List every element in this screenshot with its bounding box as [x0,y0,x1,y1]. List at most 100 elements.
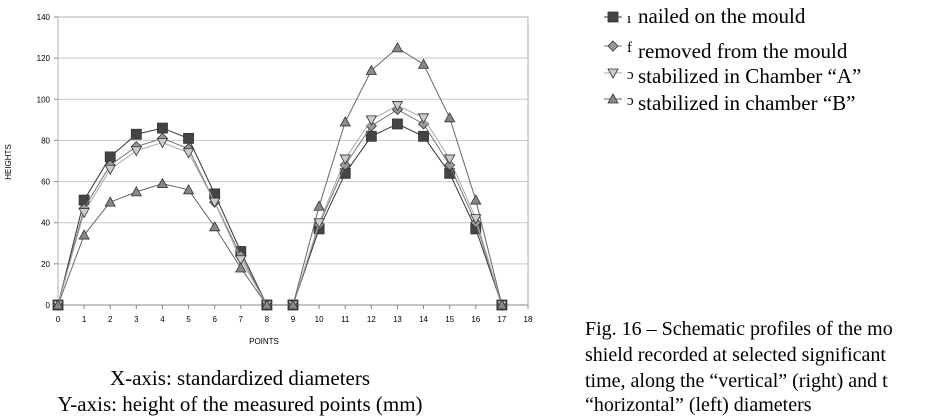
x-tick-label-4: 4 [160,315,165,324]
data-point-s2-x13 [391,101,404,112]
data-point-s3-x5 [182,183,195,195]
data-point-s1-x11 [339,159,351,171]
x-tick-label-2: 2 [108,315,113,324]
legend-stub-label-3: ɔ [627,93,634,109]
x-tick-label-10: 10 [315,315,324,324]
x-tick-label-5: 5 [186,315,191,324]
series-line-0 [57,123,503,306]
data-point-s3-x3 [130,186,143,197]
y-tick-label-40: 40 [41,219,50,228]
data-point-s2-x5 [182,148,195,159]
figure-caption-line-4: “horizontal” (left) diameters [585,394,812,416]
legend-marker-0 [607,11,619,23]
y-tick-label-0: 0 [46,301,51,310]
legend-marker-3 [607,93,619,104]
data-point-s3-x9 [287,299,299,310]
legend-stub-label-0: ı [627,11,631,27]
y-tick-label-60: 60 [41,178,50,187]
legend-label-nailed: nailed on the mould [638,4,806,28]
data-point-s0-x3 [130,128,142,140]
y-tick-label-80: 80 [41,136,50,145]
data-point-s2-x15 [443,154,456,165]
x-tick-label-6: 6 [212,315,217,324]
data-point-s2-x16 [470,214,482,225]
legend-label-chamber-a: stabilized in Chamber “A” [638,64,862,88]
y-tick-label-100: 100 [37,95,51,104]
data-point-s2-x10 [313,218,325,229]
data-point-s3-x10 [313,200,325,211]
x-tick-label-15: 15 [445,315,454,324]
legend-label-removed: removed from the mould [638,39,848,63]
data-point-s2-x6 [208,197,221,208]
data-point-s3-x15 [443,111,456,123]
data-point-s0-x14 [418,130,429,142]
y-tick-labels: 0 20 40 60 80 100 120 140 [37,13,51,310]
legend-marker-2 [607,68,619,79]
data-point-s2-x7 [235,255,247,266]
data-point-s3-x0 [52,299,64,310]
x-tick-label-9: 9 [291,315,296,324]
data-point-s3-x4 [156,177,169,189]
data-point-s2-x11 [339,154,351,165]
series-lines [52,42,508,311]
plot-frame [57,16,529,306]
data-point-s3-x6 [208,221,221,232]
data-point-s3-x8 [261,299,273,310]
legend-stub-label-1: f [627,40,632,56]
legend-stub-label-2: ɔ [627,67,634,83]
figure-caption-line-3: time, along the “vertical” (right) and t [585,370,888,392]
x-axis-note: X-axis: standardized diameters [109,366,371,390]
series-line-3 [57,47,503,306]
x-tick-labels: 0 1 2 3 4 5 6 7 8 9 10 11 12 13 14 15 16 17 18 [56,315,533,324]
legend-label-chamber-b: stabilized in chamber “B” [638,91,856,115]
y-tick-label-140: 140 [37,13,51,22]
y-axis-note: Y-axis: height of the measured points (m… [57,392,423,416]
data-point-s3-x14 [417,58,430,69]
data-point-s0-x13 [392,118,403,130]
x-tick-label-8: 8 [265,315,270,324]
series-markers-1 [52,104,508,311]
series-markers-3 [52,42,508,310]
x-tick-label-3: 3 [134,315,139,324]
data-point-s0-x4 [157,122,168,134]
data-point-s3-x17 [496,299,508,310]
series-markers-2 [52,101,508,311]
grid-lines [58,16,528,306]
y-tick-label-20: 20 [41,260,50,269]
y-axis-title: HEIGHTS [4,144,13,180]
x-axis-title: POINTS [249,337,279,346]
y-tick-label-120: 120 [37,54,51,63]
data-point-s0-x5 [183,132,194,144]
data-point-s2-x3 [130,146,143,157]
x-tick-label-12: 12 [367,315,376,324]
data-point-s3-x2 [104,196,116,207]
data-point-s3-x7 [235,262,247,273]
series-line-2 [57,104,503,306]
data-point-s3-x12 [365,64,378,75]
x-tick-label-14: 14 [419,315,428,324]
x-tick-label-0: 0 [56,315,61,324]
data-point-s3-x13 [391,42,404,53]
x-tick-label-16: 16 [471,315,480,324]
figure-caption-line-1: Fig. 16 – Schematic profiles of the mo [585,318,893,340]
data-point-s2-x4 [156,138,169,149]
data-point-s3-x1 [78,229,90,240]
x-tick-label-13: 13 [393,315,402,324]
data-point-s2-x2 [104,164,116,176]
x-tick-label-11: 11 [341,315,350,324]
x-tick-label-17: 17 [497,315,506,324]
x-tick-label-1: 1 [82,315,87,324]
data-point-s3-x16 [470,194,482,205]
axes [54,16,529,309]
data-point-s0-x12 [365,130,377,142]
data-point-s2-x12 [365,115,378,126]
legend-marker-1 [607,40,619,52]
data-point-s1-x15 [444,159,456,171]
data-point-s2-x1 [78,208,90,219]
x-tick-label-18: 18 [524,315,533,324]
figure-caption-line-2: shield recorded at selected significant [585,344,886,366]
x-tick-label-7: 7 [239,315,244,324]
series-line-1 [57,108,503,306]
